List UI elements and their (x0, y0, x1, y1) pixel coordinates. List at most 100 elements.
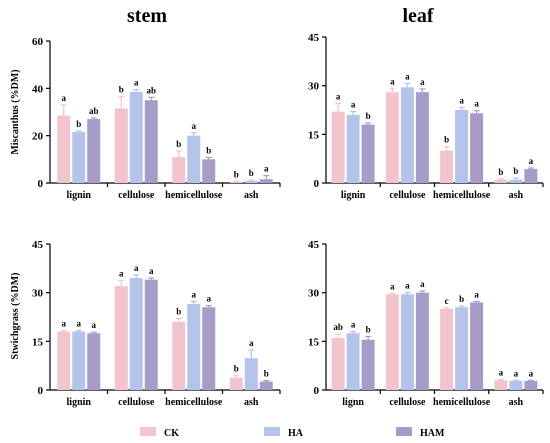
category-label: hemicellulose (165, 190, 223, 201)
category-label: cellulose (389, 397, 426, 408)
bar-ham (361, 124, 375, 183)
category-label: ash (244, 190, 259, 201)
significance-letter: b (459, 294, 464, 304)
bar-ck (114, 108, 128, 183)
category-label: ash (509, 397, 524, 408)
bar-ha (244, 358, 258, 390)
bar-ha (509, 179, 523, 183)
category-label: lignin (341, 190, 366, 201)
bar-ham (524, 380, 538, 390)
significance-letter: b (119, 85, 124, 95)
legend: CK HA HAM (140, 427, 445, 439)
y-tick-label: 40 (32, 83, 44, 95)
legend-swatch-ham (396, 427, 412, 436)
bar-ck (229, 377, 243, 390)
y-tick-label: 60 (32, 36, 44, 48)
significance-letter: a (459, 95, 464, 105)
chart-panels: 0204060ligninababcellulosebaabhemicellul… (32, 32, 544, 408)
significance-letter: a (390, 281, 395, 291)
significance-letter: a (192, 121, 197, 131)
significance-letter: a (420, 279, 425, 289)
significance-letter: a (249, 338, 254, 348)
significance-letter: a (62, 93, 67, 103)
bar-ham (361, 339, 375, 390)
bar-ham (524, 169, 538, 183)
category-label: cellulose (118, 190, 155, 201)
significance-letter: a (390, 76, 395, 86)
y-tick-label: 30 (308, 288, 320, 300)
significance-letter: b (444, 135, 449, 145)
row-label-miscanthus: Miscanthus (%DM) (10, 69, 21, 154)
significance-letter: b (176, 139, 181, 149)
column-title-leaf: leaf (402, 5, 433, 27)
significance-letter: a (207, 294, 212, 304)
bar-ham (87, 119, 101, 183)
legend-label-ham: HAM (420, 428, 445, 439)
bar-ham (87, 333, 101, 390)
significance-letter: b (249, 168, 254, 178)
bar-ha (187, 135, 201, 183)
row-label-stwichgrass: Stwichgrass (%DM) (10, 273, 21, 360)
category-label: lignin (67, 397, 92, 408)
significance-letter: a (62, 318, 67, 328)
significance-letter: a (405, 281, 410, 291)
bar-ham (415, 292, 429, 390)
significance-letter: a (529, 368, 534, 378)
significance-letter: b (206, 145, 211, 155)
category-label: cellulose (389, 190, 426, 201)
category-label: lignn (342, 397, 364, 408)
y-tick-label: 45 (32, 239, 44, 251)
category-label: hemicellulose (433, 397, 491, 408)
y-tick-label: 30 (308, 81, 320, 93)
significance-letter: b (176, 307, 181, 317)
bar-ck (494, 179, 508, 183)
bar-ha (455, 110, 469, 183)
significance-letter: a (474, 99, 479, 109)
bar-ck (229, 181, 243, 183)
significance-letter: a (514, 368, 519, 378)
significance-letter: a (192, 289, 197, 299)
bar-ham (202, 307, 216, 390)
bar-ck (114, 286, 128, 390)
bar-ck (172, 156, 186, 183)
bar-ha (400, 87, 414, 183)
significance-letter: b (366, 324, 371, 334)
significance-letter: c (445, 296, 449, 306)
category-label: hemicellulose (433, 190, 491, 201)
y-tick-label: 20 (32, 131, 44, 143)
chart-panel-0: 0204060ligninababcellulosebaabhemicellul… (32, 36, 281, 201)
significance-letter: ab (146, 85, 156, 95)
category-label: hemicellulose (165, 397, 223, 408)
bar-ck (331, 338, 345, 390)
significance-letter: b (366, 111, 371, 121)
significance-letter: a (134, 78, 139, 88)
bar-ck (494, 380, 508, 390)
significance-letter: ab (89, 106, 99, 116)
y-tick-label: 0 (314, 385, 320, 397)
significance-letter: b (234, 169, 239, 179)
significance-letter: a (499, 368, 504, 378)
bar-ck (440, 150, 454, 183)
y-tick-label: 45 (308, 32, 320, 44)
significance-letter: b (264, 369, 269, 379)
bar-ck (172, 321, 186, 390)
bar-ha (509, 380, 523, 390)
y-tick-label: 0 (314, 178, 320, 190)
significance-letter: a (336, 92, 341, 102)
bar-ck (57, 331, 71, 390)
significance-letter: ab (333, 322, 343, 332)
significance-letter: a (134, 263, 139, 273)
bar-ha (455, 307, 469, 390)
y-tick-label: 15 (32, 336, 44, 348)
legend-label-ha: HA (288, 428, 304, 439)
significance-letter: a (149, 266, 154, 276)
significance-letter: a (351, 100, 356, 110)
bar-ham (259, 381, 273, 390)
significance-letter: a (77, 319, 82, 329)
significance-letter: a (92, 320, 97, 330)
category-label: lignin (67, 190, 92, 201)
significance-letter: a (474, 289, 479, 299)
